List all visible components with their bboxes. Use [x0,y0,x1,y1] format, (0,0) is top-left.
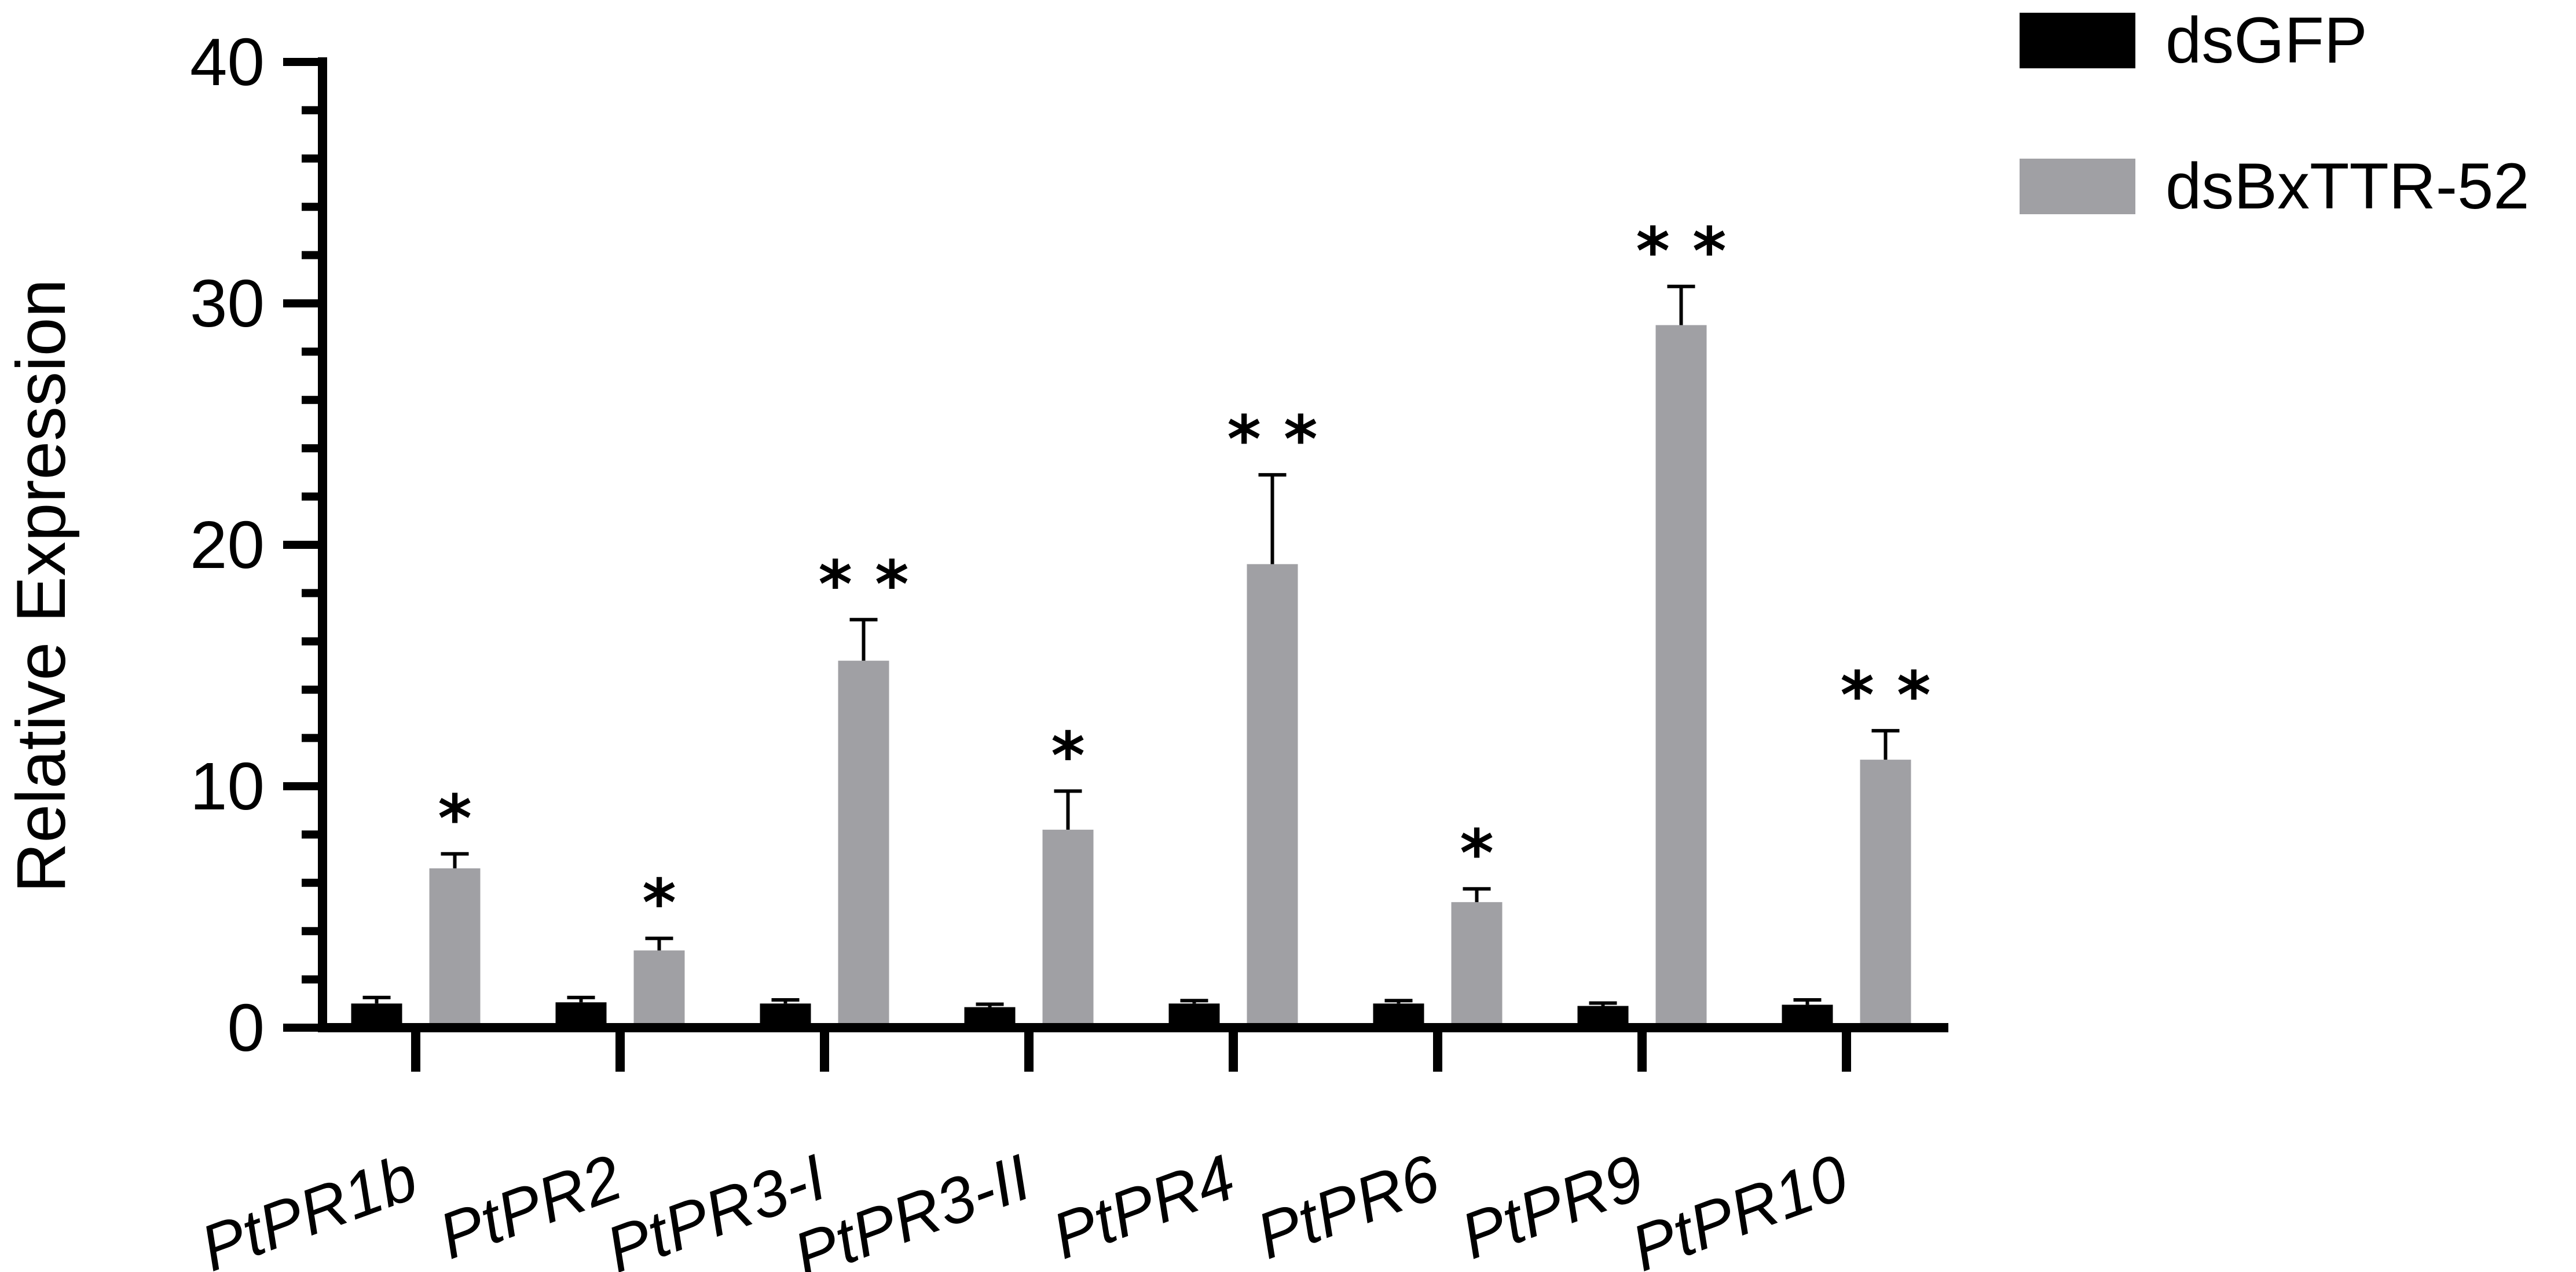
y-tick-label: 10 [190,749,265,824]
bar-dsbxttr52 [838,661,889,1028]
x-category-label: PtPR4 [1043,1141,1244,1272]
bar-dsbxttr52 [1655,325,1707,1028]
x-category-label: PtPR10 [1622,1141,1857,1272]
x-category-label: PtPR6 [1247,1141,1449,1272]
significance-marker: * [1460,816,1494,892]
y-tick-label: 0 [227,990,265,1065]
bar-dsbxttr52 [1860,760,1911,1028]
y-axis-ticks [283,58,323,1032]
legend: dsGFP dsBxTTR-52 [2020,4,2530,222]
legend-swatch [2020,13,2135,68]
x-axis-ticks [411,1028,1851,1072]
error-bars [362,284,1900,1007]
bar-dsbxttr52 [633,950,685,1028]
bar-dsbxttr52 [1247,564,1298,1028]
x-category-label: PtPR9 [1452,1141,1652,1272]
y-axis-title: Relative Expression [2,279,80,893]
significance-marker: * [1051,719,1085,794]
legend-swatch [2020,159,2135,214]
legend-label: dsGFP [2165,4,2368,76]
y-axis-tick-labels: 0 10 20 30 40 [190,24,265,1065]
bar-dsbxttr52 [1451,902,1503,1028]
bars [351,325,1911,1028]
x-category-label: PtPR2 [430,1141,631,1272]
significance-marker: * * [818,547,908,622]
bar-dsbxttr52 [429,868,481,1028]
significance-marker: * * [1227,402,1317,478]
legend-label: dsBxTTR-52 [2165,150,2530,222]
y-tick-label: 20 [190,507,265,582]
significance-markers: * * * * * * * * * * * * [438,214,1930,941]
y-tick-label: 40 [190,24,265,100]
y-tick-label: 30 [190,266,265,341]
significance-marker: * [642,866,676,941]
x-category-label: PtPR1b [192,1141,426,1272]
significance-marker: * * [1840,658,1930,734]
bar-dsbxttr52 [1042,830,1094,1028]
significance-marker: * * [1636,214,1726,289]
significance-marker: * [438,782,472,857]
